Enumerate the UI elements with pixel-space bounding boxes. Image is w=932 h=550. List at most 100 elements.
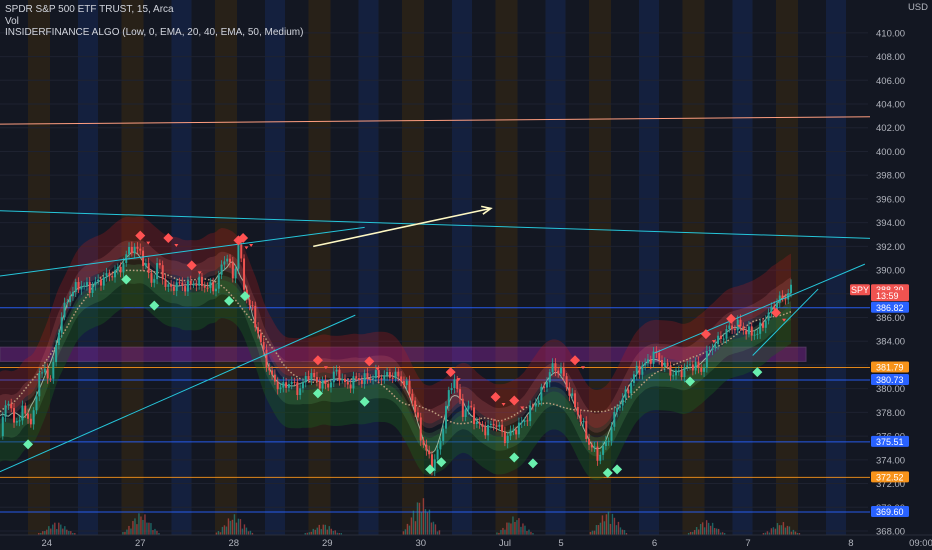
volume-bar: [306, 532, 308, 535]
algo-indicator-label[interactable]: INSIDERFINANCE ALGO (Low, 0, EMA, 20, 40…: [5, 27, 304, 38]
candle-body: [660, 359, 663, 367]
volume-bar: [66, 529, 68, 535]
volume-bar: [717, 528, 720, 535]
volume-bar: [324, 524, 326, 535]
volume-bar: [146, 522, 148, 535]
volume-bar: [54, 522, 56, 535]
volume-bar: [58, 522, 60, 535]
candle-body: [4, 405, 7, 417]
volume-bar: [340, 533, 342, 535]
price-tick-label: 410.00: [876, 28, 905, 39]
trend-line: [654, 263, 866, 354]
candle-body: [481, 424, 484, 427]
volume-bar: [158, 533, 160, 535]
candle-body: [122, 262, 125, 273]
candle-body: [571, 393, 574, 396]
chart-legend: SPDR S&P 500 ETF TRUST, 15, Arca Vol INS…: [5, 4, 303, 39]
volume-bar: [790, 531, 793, 535]
candle-body: [672, 375, 675, 377]
candle-body: [102, 277, 105, 286]
candle-body: [99, 279, 102, 286]
candle-body: [537, 400, 540, 404]
candle-body: [10, 403, 13, 409]
candle-body: [164, 279, 167, 287]
volume-bar: [436, 531, 439, 535]
candle-body: [243, 258, 246, 290]
candle-body: [321, 380, 324, 389]
volume-bars: [38, 498, 801, 535]
candle-body: [363, 373, 366, 384]
sell-signal-diamond: [771, 307, 782, 318]
volume-indicator-label[interactable]: Vol: [5, 15, 19, 27]
sell-signal-diamond: [186, 260, 197, 271]
candle-body: [658, 353, 661, 360]
candle-body: [83, 285, 86, 287]
trend-line: [0, 226, 365, 277]
candle-body: [290, 381, 293, 384]
candle-body: [114, 270, 117, 278]
volume-bar: [699, 523, 702, 535]
volume-bar: [701, 522, 704, 535]
candle-body: [616, 407, 619, 412]
candle-body: [731, 325, 734, 329]
candle-body: [666, 362, 669, 367]
candle-body: [217, 274, 220, 289]
volume-bar: [762, 533, 765, 535]
candle-body: [691, 364, 694, 371]
symbol-title[interactable]: SPDR S&P 500 ETF TRUST, 15, Arca: [5, 4, 174, 15]
candle-body: [649, 359, 652, 364]
volume-bar: [48, 526, 50, 535]
candle-body: [119, 266, 122, 273]
candle-body: [167, 284, 170, 287]
candle-body: [60, 317, 63, 333]
candle-body: [456, 379, 459, 390]
volume-bar: [526, 530, 528, 535]
candle-body: [57, 332, 60, 346]
volume-bar: [430, 522, 433, 535]
sell-signal-diamond: [570, 355, 581, 366]
volume-bar: [516, 520, 518, 535]
candle-body: [621, 398, 624, 406]
time-tick-label: 8: [848, 538, 853, 549]
candle-body: [355, 376, 358, 379]
time-tick-label: 24: [41, 538, 52, 549]
price-tag-text: 375.51: [876, 437, 904, 447]
candle-body: [509, 430, 512, 436]
candle-body: [268, 367, 271, 371]
volume-bar: [428, 509, 431, 535]
candle-body: [745, 330, 748, 335]
sell-signal-diamond: [509, 395, 520, 406]
candle-body: [414, 400, 417, 413]
candle-body: [1, 416, 4, 437]
candle-body: [475, 422, 478, 425]
price-tick-label: 384.00: [876, 337, 905, 348]
volume-bar: [328, 526, 330, 535]
candle-body: [32, 410, 35, 425]
volume-bar: [438, 530, 441, 535]
sell-signal-diamond: [700, 329, 711, 340]
buy-signal-diamond: [436, 457, 447, 468]
afterhours-band: [732, 0, 753, 535]
price-tag: [871, 471, 909, 483]
candle-body: [627, 389, 630, 394]
trend-arrow: [313, 207, 492, 248]
sell-signal-triangle: [244, 246, 249, 250]
arrow-head: [481, 205, 493, 215]
volume-bar: [418, 502, 421, 535]
volume-bar: [522, 523, 524, 535]
time-tick-label: 29: [322, 538, 333, 549]
sell-signal-diamond: [364, 356, 375, 367]
candle-body: [683, 367, 686, 378]
candle-body: [585, 421, 588, 439]
candle-body: [94, 281, 97, 286]
volume-bar: [249, 530, 252, 535]
candle-body: [439, 440, 442, 450]
volume-bar: [235, 522, 238, 535]
candle-body: [652, 351, 655, 364]
candle-body: [694, 361, 697, 371]
premarket-band: [402, 0, 424, 535]
candle-body: [184, 285, 187, 292]
candle-body: [677, 370, 680, 372]
